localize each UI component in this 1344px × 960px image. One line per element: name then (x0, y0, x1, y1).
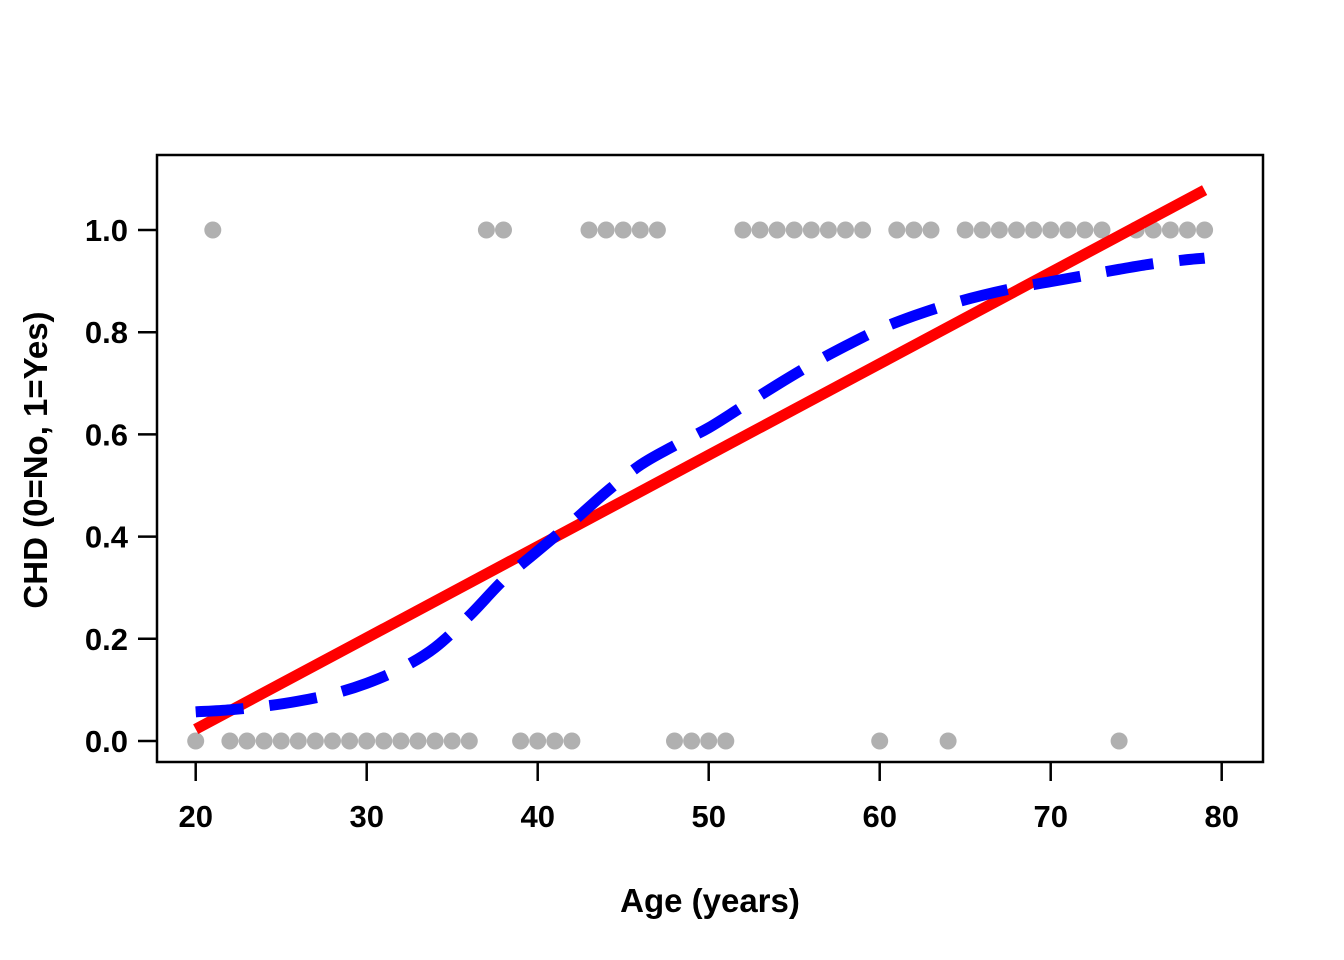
data-point-chd-yes (1161, 221, 1179, 239)
logistic-fit-curve (195, 252, 1206, 718)
data-point-chd-no (392, 732, 410, 750)
data-point-chd-no (187, 732, 205, 750)
y-tick-label: 0.8 (85, 315, 128, 350)
x-axis-title: Age (years) (620, 882, 800, 919)
data-point-chd-yes (1196, 221, 1214, 239)
data-point-chd-no (238, 732, 256, 750)
data-point-chd-yes (1042, 221, 1060, 239)
data-point-chd-yes (922, 221, 940, 239)
data-point-chd-yes (1008, 221, 1025, 239)
x-tick-label: 50 (691, 799, 725, 834)
data-point-chd-yes (905, 221, 923, 239)
data-point-chd-yes (648, 221, 666, 239)
data-point-chd-no (717, 732, 735, 750)
x-tick-label: 30 (349, 799, 383, 834)
data-point-chd-yes (1059, 221, 1077, 239)
data-point-chd-no (546, 732, 564, 750)
data-point-chd-no (512, 732, 530, 750)
data-point-chd-no (324, 732, 341, 750)
x-tick-label: 20 (178, 799, 212, 834)
data-point-chd-no (375, 732, 393, 750)
data-point-chd-yes (495, 221, 512, 239)
data-point-chd-yes (837, 221, 854, 239)
data-point-chd-yes (614, 221, 632, 239)
data-point-chd-yes (768, 221, 786, 239)
data-point-chd-no (939, 732, 957, 750)
data-point-chd-yes (956, 221, 974, 239)
x-tick-label: 70 (1033, 799, 1067, 834)
data-point-chd-no (289, 732, 307, 750)
data-point-chd-no (358, 732, 376, 750)
data-point-chd-yes (631, 221, 649, 239)
x-tick-label: 40 (520, 799, 554, 834)
linear-fit-line (193, 185, 1208, 735)
data-point-chd-no (529, 732, 547, 750)
y-axis-title: CHD (0=No, 1=Yes) (17, 311, 54, 609)
data-point-chd-yes (1093, 221, 1111, 239)
data-point-chd-yes (785, 221, 803, 239)
data-point-chd-no (1110, 732, 1128, 750)
data-point-chd-yes (990, 221, 1008, 239)
data-point-chd-yes (1179, 221, 1196, 239)
data-point-chd-yes (973, 221, 991, 239)
data-point-chd-yes (580, 221, 598, 239)
y-tick-label: 0.4 (85, 520, 129, 555)
data-point-chd-no (700, 732, 718, 750)
data-point-chd-yes (751, 221, 769, 239)
data-point-chd-no (221, 732, 239, 750)
data-point-chd-yes (854, 221, 872, 239)
data-point-chd-yes (1076, 221, 1094, 239)
data-point-chd-yes (477, 221, 495, 239)
data-point-chd-no (426, 732, 444, 750)
data-point-chd-yes (734, 221, 752, 239)
x-tick-label: 60 (862, 799, 896, 834)
y-tick-label: 0.2 (85, 622, 128, 657)
data-point-chd-yes (802, 221, 820, 239)
data-point-chd-no (272, 732, 290, 750)
y-tick-label: 1.0 (85, 213, 128, 248)
data-point-chd-yes (597, 221, 615, 239)
data-point-chd-yes (819, 221, 837, 239)
data-point-chd-no (683, 732, 701, 750)
data-point-chd-no (563, 732, 581, 750)
data-point-chd-no (306, 732, 324, 750)
data-point-chd-yes (1025, 221, 1043, 239)
y-tick-label: 0.0 (85, 724, 128, 759)
data-point-chd-no (341, 732, 359, 750)
y-tick-label: 0.6 (85, 417, 128, 452)
data-point-chd-no (255, 732, 273, 750)
plot-border (155, 153, 1265, 764)
data-point-chd-yes (204, 221, 222, 239)
data-point-chd-no (666, 732, 683, 750)
data-point-chd-no (871, 732, 889, 750)
data-point-chd-no (443, 732, 461, 750)
data-point-chd-no (409, 732, 427, 750)
data-point-chd-no (460, 732, 478, 750)
data-point-chd-yes (888, 221, 906, 239)
x-tick-label: 80 (1204, 799, 1238, 834)
